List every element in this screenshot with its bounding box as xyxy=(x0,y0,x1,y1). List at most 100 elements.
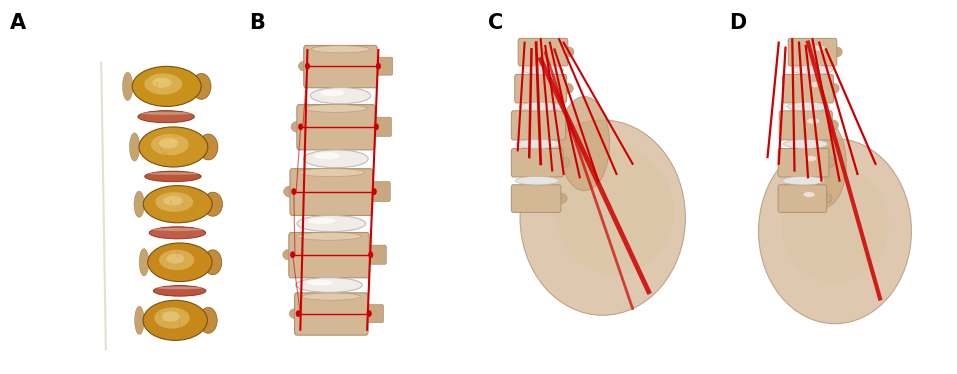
Text: D: D xyxy=(729,13,746,33)
FancyBboxPatch shape xyxy=(515,74,567,103)
Ellipse shape xyxy=(283,186,298,197)
Ellipse shape xyxy=(159,250,194,270)
Ellipse shape xyxy=(310,88,370,104)
Ellipse shape xyxy=(556,193,568,203)
Ellipse shape xyxy=(199,307,217,333)
Ellipse shape xyxy=(523,65,564,74)
Ellipse shape xyxy=(759,138,911,324)
Ellipse shape xyxy=(155,192,193,212)
Ellipse shape xyxy=(804,192,814,197)
Circle shape xyxy=(374,124,378,129)
FancyBboxPatch shape xyxy=(783,74,834,103)
Circle shape xyxy=(376,64,380,69)
Ellipse shape xyxy=(302,293,361,300)
FancyBboxPatch shape xyxy=(375,57,392,75)
Ellipse shape xyxy=(516,177,559,185)
Ellipse shape xyxy=(560,120,572,131)
Text: B: B xyxy=(249,13,265,33)
FancyBboxPatch shape xyxy=(778,185,827,212)
Ellipse shape xyxy=(191,73,211,99)
Circle shape xyxy=(292,189,296,194)
Ellipse shape xyxy=(151,228,203,231)
Circle shape xyxy=(372,189,376,194)
Circle shape xyxy=(367,311,371,316)
Ellipse shape xyxy=(314,152,340,159)
Ellipse shape xyxy=(805,156,816,161)
Ellipse shape xyxy=(559,96,610,191)
Ellipse shape xyxy=(164,196,183,206)
Ellipse shape xyxy=(145,171,201,182)
FancyBboxPatch shape xyxy=(303,46,377,88)
FancyBboxPatch shape xyxy=(789,39,836,66)
Ellipse shape xyxy=(139,127,208,167)
Ellipse shape xyxy=(829,83,839,94)
Ellipse shape xyxy=(159,138,178,148)
Ellipse shape xyxy=(149,227,206,239)
Ellipse shape xyxy=(299,61,311,71)
Ellipse shape xyxy=(145,73,182,95)
FancyBboxPatch shape xyxy=(290,169,372,215)
FancyBboxPatch shape xyxy=(297,105,375,150)
Ellipse shape xyxy=(162,312,180,322)
FancyBboxPatch shape xyxy=(367,245,387,264)
Ellipse shape xyxy=(203,192,223,216)
Ellipse shape xyxy=(308,218,336,224)
Ellipse shape xyxy=(824,157,835,168)
Circle shape xyxy=(368,252,372,257)
Ellipse shape xyxy=(154,307,189,329)
Ellipse shape xyxy=(781,165,889,283)
FancyBboxPatch shape xyxy=(373,117,391,137)
Ellipse shape xyxy=(122,72,133,101)
FancyBboxPatch shape xyxy=(289,233,369,278)
Ellipse shape xyxy=(296,278,363,292)
FancyBboxPatch shape xyxy=(518,39,568,66)
Ellipse shape xyxy=(311,46,369,53)
Circle shape xyxy=(299,124,302,129)
FancyBboxPatch shape xyxy=(511,185,561,212)
Ellipse shape xyxy=(801,120,846,208)
FancyBboxPatch shape xyxy=(295,293,368,335)
Ellipse shape xyxy=(143,300,208,340)
Ellipse shape xyxy=(306,279,333,285)
Ellipse shape xyxy=(299,168,365,177)
Ellipse shape xyxy=(204,250,222,275)
Ellipse shape xyxy=(792,65,833,74)
Ellipse shape xyxy=(828,120,838,130)
Ellipse shape xyxy=(152,77,171,88)
Ellipse shape xyxy=(822,193,832,203)
Circle shape xyxy=(291,252,295,257)
Ellipse shape xyxy=(810,82,821,87)
Ellipse shape xyxy=(561,83,573,94)
Ellipse shape xyxy=(134,191,145,217)
Ellipse shape xyxy=(141,112,192,115)
Ellipse shape xyxy=(782,177,825,185)
FancyBboxPatch shape xyxy=(779,111,833,140)
Circle shape xyxy=(305,64,309,69)
Ellipse shape xyxy=(563,47,574,57)
Ellipse shape xyxy=(558,157,569,168)
FancyBboxPatch shape xyxy=(511,111,566,140)
Ellipse shape xyxy=(129,133,140,161)
Ellipse shape xyxy=(138,111,194,123)
Ellipse shape xyxy=(289,309,301,319)
Ellipse shape xyxy=(167,254,185,264)
Ellipse shape xyxy=(787,102,830,111)
Ellipse shape xyxy=(132,66,201,107)
Ellipse shape xyxy=(291,121,304,132)
Circle shape xyxy=(297,311,300,316)
Ellipse shape xyxy=(813,46,825,50)
Text: A: A xyxy=(10,13,26,33)
FancyBboxPatch shape xyxy=(778,148,829,177)
FancyBboxPatch shape xyxy=(366,305,384,322)
Ellipse shape xyxy=(151,134,189,155)
FancyBboxPatch shape xyxy=(370,182,390,202)
Ellipse shape xyxy=(303,150,368,168)
Ellipse shape xyxy=(321,90,345,96)
Ellipse shape xyxy=(297,215,366,232)
Ellipse shape xyxy=(833,47,842,57)
FancyBboxPatch shape xyxy=(511,148,564,177)
Ellipse shape xyxy=(153,286,206,296)
Ellipse shape xyxy=(147,172,199,175)
Ellipse shape xyxy=(147,243,212,282)
Ellipse shape xyxy=(784,140,828,148)
